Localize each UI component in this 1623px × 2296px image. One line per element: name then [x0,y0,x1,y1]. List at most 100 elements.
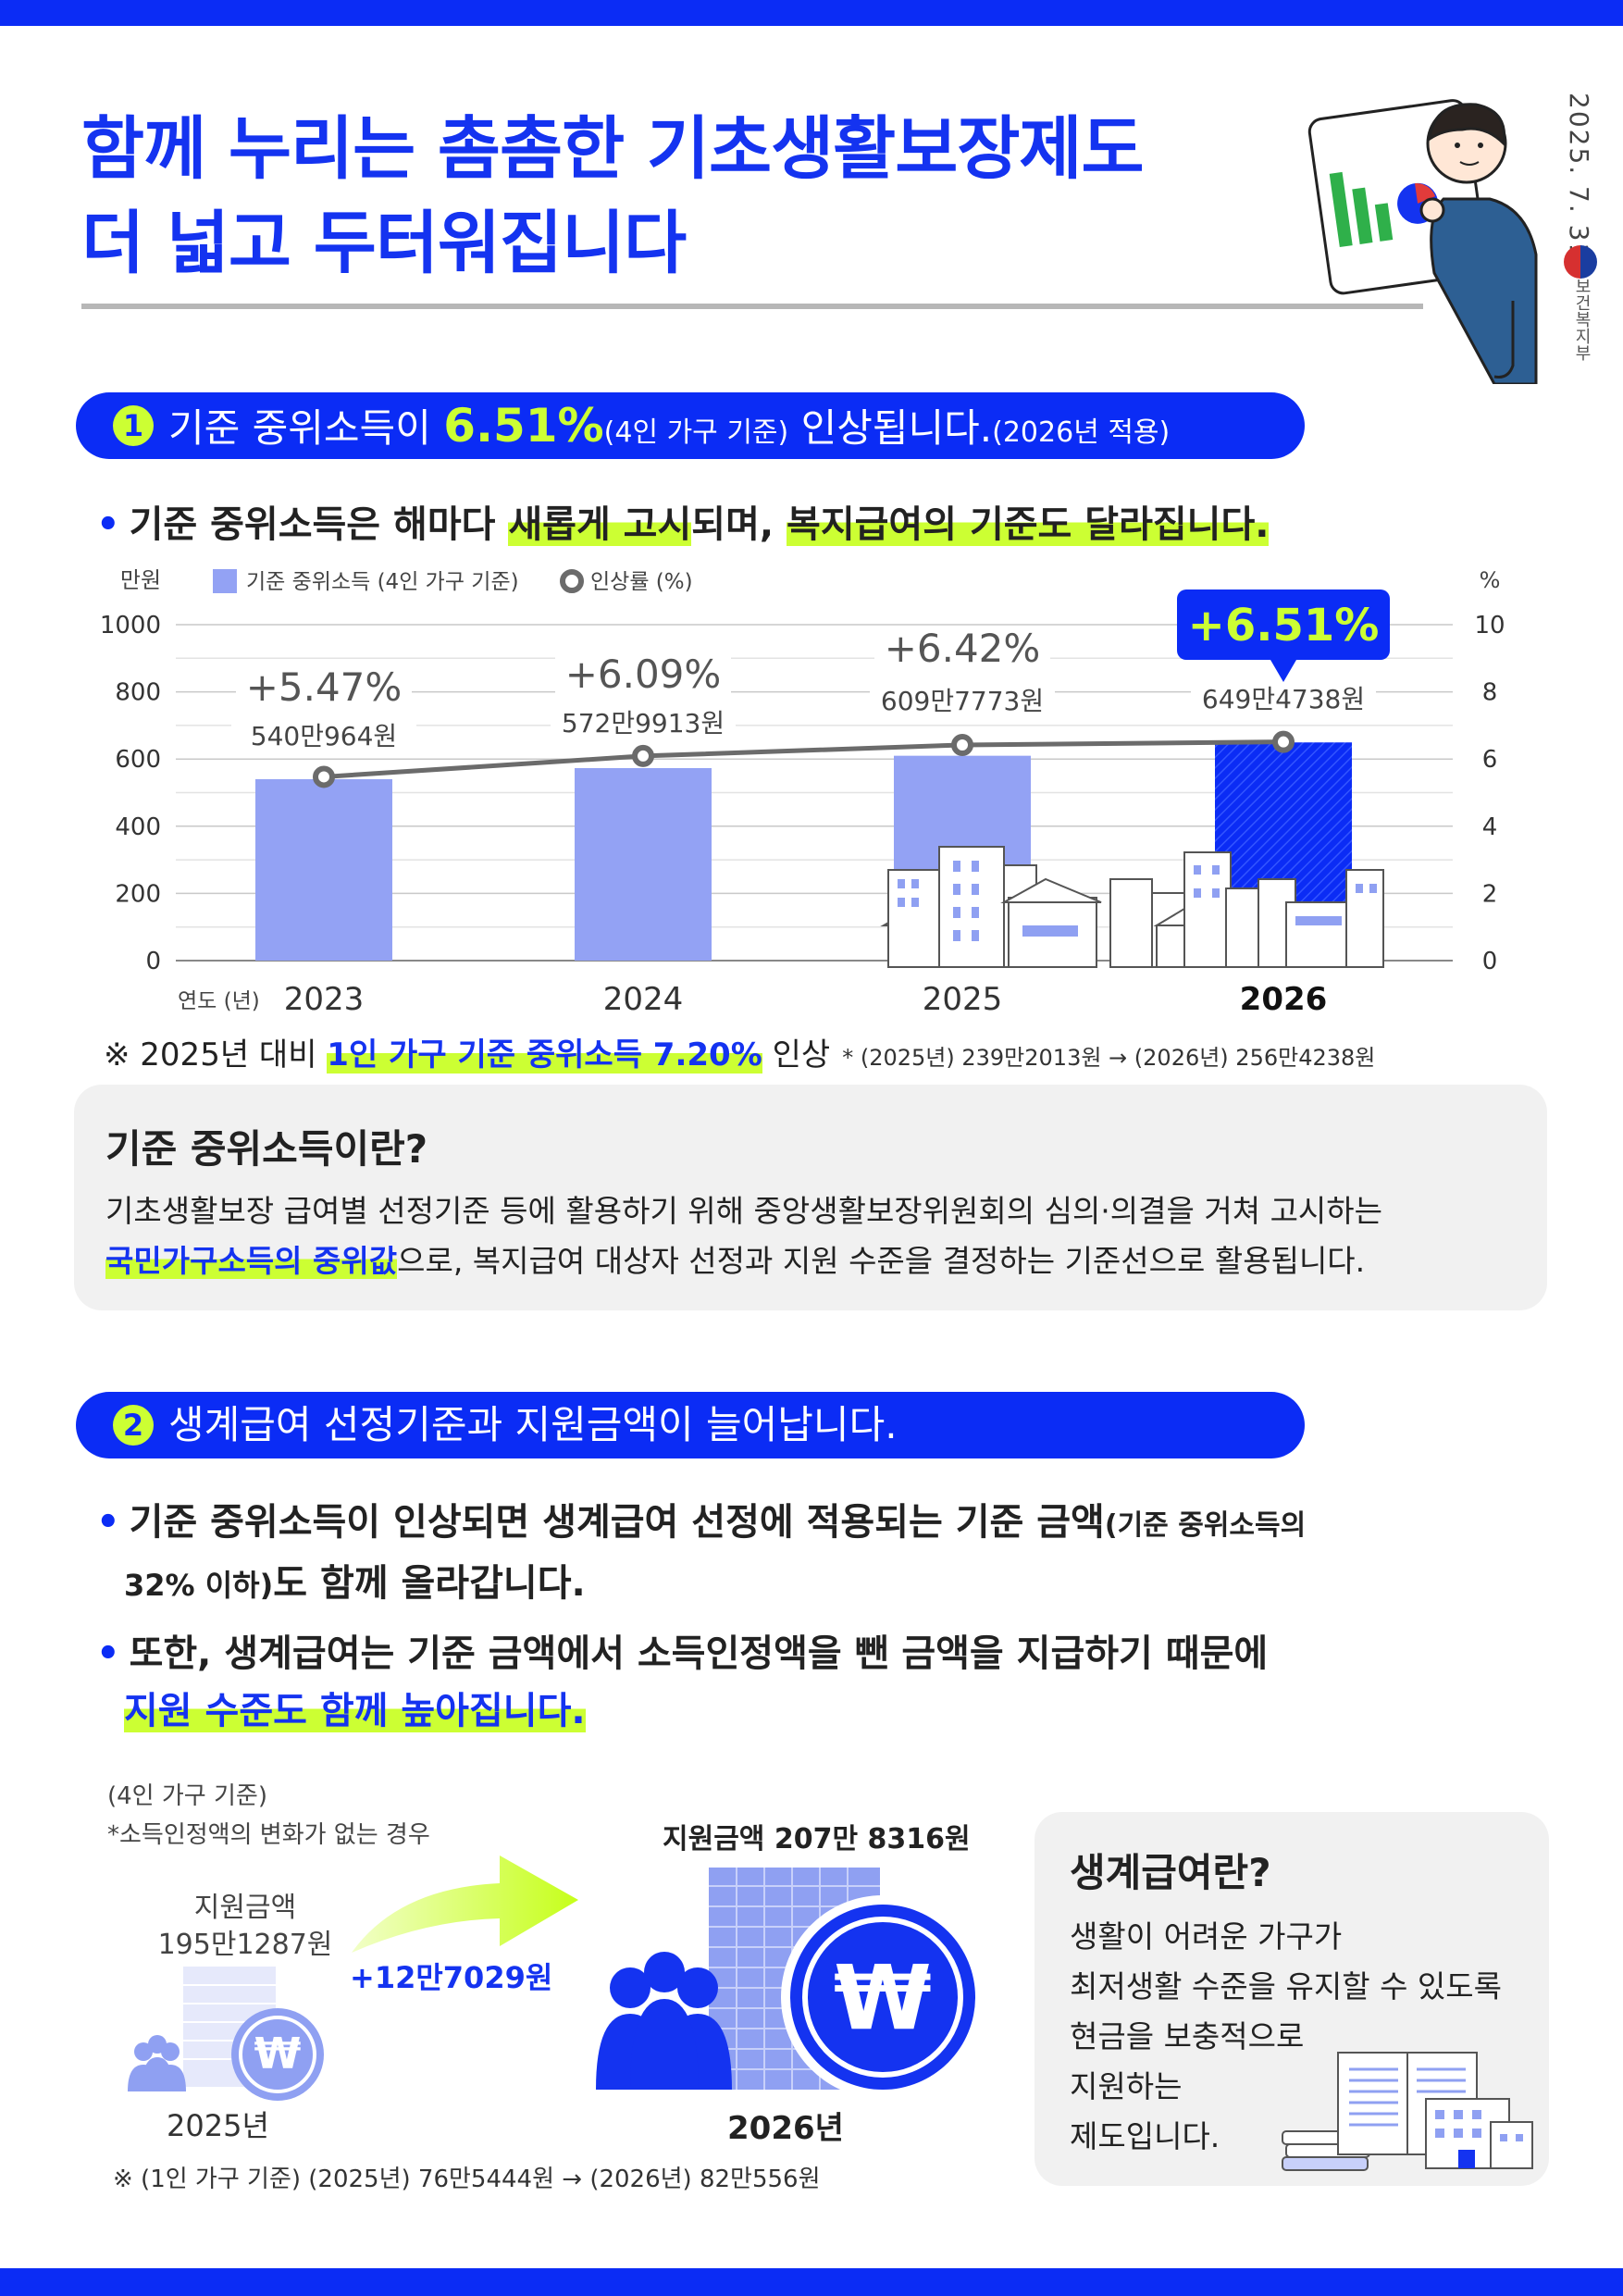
rate-line [313,730,1295,788]
sidebox-line-1: 생활이 어려운 가구가 [1070,1918,1343,1955]
document-building-icon [1282,2052,1533,2171]
section-1-bullet: • 기준 중위소득은 해마다 새롭게 고시되며, 복지급여의 기준도 달라집니다. [96,494,1270,548]
right-unit-label: % [1480,567,1501,593]
won-icon: ₩ [834,1946,932,2050]
section-1-title-a: 기준 중위소득이 [168,405,444,451]
note-1-highlight: 1인 가구 기준 중위소득 7.20% [327,1036,762,1074]
before-label: 지원금액 [193,1892,297,1924]
legend-line-marker [560,569,584,593]
value-label-bg [870,684,1055,719]
median-income-chart: 2023540만964원+5.47%2024572만9913원+6.09%202… [100,567,1505,1018]
section-1-title: 기준 중위소득이 6.51%(4인 가구 기준) 인상됩니다.(2026년 적용… [168,392,1170,466]
section-1-number: 1 [113,405,154,446]
bullet-dot-icon: • [96,1501,120,1544]
x-axis-label: 연도 (년) [178,989,260,1013]
definition-text: 기초생활보장 급여별 선정기준 등에 활용하기 위해 중앙생활보장위원회의 심의… [105,1186,1382,1286]
bullet-highlight-2: 복지급여의 기준도 달라집니다. [787,503,1270,546]
s2-bullet1-a: 기준 중위소득이 인상되면 생계급여 선정에 적용되는 기준 금액 [129,1501,1105,1544]
increase-arrow-icon [352,1855,578,1953]
s2-bullet1-small: (기준 중위소득의 [1104,1509,1307,1542]
title-divider [81,304,1423,309]
x-tick-label: 2023 [284,981,365,1018]
definition-title: 기준 중위소득이란? [105,1126,428,1172]
benefit-note-b: *소득인정액의 변화가 없는 경우 [107,1821,430,1849]
bullet-text-a: 기준 중위소득은 해마다 [129,503,509,546]
section-1-rate: 6.51% [443,399,604,453]
bullet-text-b: 되며, [691,503,787,546]
rate-badge-pointer [1270,660,1296,682]
sidebox-text: 생활이 어려운 가구가 최저생활 수준을 유지할 수 있도록 현금을 보충적으로… [1070,1912,1502,2162]
top-color-bar [0,0,1623,26]
x-tick-label: 2024 [603,981,684,1018]
rate-point [1272,730,1295,753]
bullet-highlight-1: 새롭게 고시 [508,503,692,546]
note-1-prefix: ※ 2025년 대비 [104,1036,328,1074]
increase-amount: +12만7029원 [350,1960,553,1995]
left-tick-label: 400 [115,813,161,841]
won-icon: ₩ [254,2029,302,2079]
sidebox-line-2: 최저생활 수준을 유지할 수 있도록 [1070,1968,1502,2004]
sidebox-title: 생계급여란? [1070,1850,1271,1895]
value-label: 649만4738원 [1202,684,1365,714]
rate-point [951,733,973,756]
right-tick-label: 2 [1482,880,1498,908]
section-1-title-b: (4인 가구 기준) [603,416,789,449]
section-1-title-c: 인상됩니다. [788,405,993,451]
left-tick-label: 800 [115,679,161,707]
value-label: 540만964원 [251,721,397,751]
title-line-1: 함께 누리는 촘촘한 기초생활보장제도 [81,109,1145,189]
after-year: 2026년 [727,2110,844,2147]
section-2-number: 2 [113,1405,154,1446]
note-1-detail: * (2025년) 239만2013원 → (2026년) 256만4238원 [842,1045,1376,1071]
benefit-footnote: ※ (1인 가구 기준) (2025년) 76만5444원 → (2026년) … [113,2166,821,2193]
rate-label: +6.51% [1188,600,1380,652]
section-1-title-d: (2026년 적용) [992,416,1171,449]
presenter-illustration [1307,99,1538,384]
chart-bar-2023 [255,778,392,961]
rate-point [632,744,654,767]
before-year: 2025년 [167,2108,269,2143]
value-label: 609만7773원 [881,686,1044,716]
rate-label-bg [555,652,731,697]
bullet-dot-icon: • [96,1632,120,1675]
section-2-header: 2 생계급여 선정기준과 지원금액이 늘어납니다. [76,1392,1305,1458]
definition-highlight: 국민가구소득의 중위값 [105,1243,398,1279]
note-1-suffix: 인상 [762,1036,831,1074]
ministry-name: 보건복지부 [1572,278,1592,361]
sidebox-line-4: 지원하는 [1070,2068,1183,2104]
legend-line-label: 인상률 (%) [590,570,693,594]
median-income-definition-box: 기준 중위소득이란? 기초생활보장 급여별 선정기준 등에 활용하기 위해 중앙… [74,1085,1547,1310]
after-amount: 지원금액 207만 8316원 [663,1823,971,1855]
chart-bar-2024 [575,768,712,961]
left-tick-label: 0 [145,948,161,975]
value-label-bg [551,706,736,741]
section-2-bullets: • 기준 중위소득이 인상되면 생계급여 선정에 적용되는 기준 금액(기준 중위… [96,1494,1512,1740]
s2-bullet1-c: 도 함께 올라갑니다. [273,1562,586,1605]
sidebox-line-5: 제도입니다. [1070,2118,1220,2154]
sidebox-line-3: 현금을 보충적으로 [1070,2018,1305,2054]
before-amount-label: 지원금액 195만1287원 [139,1890,352,1964]
note-1: ※ 2025년 대비 1인 가구 기준 중위소득 7.20% 인상 * (202… [104,1029,1375,1074]
left-tick-label: 600 [115,746,161,774]
publish-date: 2025. 7. 31. [1564,93,1594,272]
rate-label: +5.47% [246,664,403,710]
bullet-dot-icon: • [96,503,120,546]
right-tick-label: 8 [1482,679,1498,707]
x-tick-label: 2025 [923,981,1003,1018]
chart-bars [255,742,1352,961]
rate-badge [1177,590,1390,660]
left-unit-label: 만원 [120,567,161,593]
right-tick-label: 4 [1482,813,1498,841]
left-tick-label: 1000 [100,612,161,639]
before-illustration: ₩ [128,1967,324,2101]
right-tick-label: 10 [1474,612,1505,639]
definition-line-2: 으로, 복지급여 대상자 선정과 지원 수준을 결정하는 기준선으로 활용됩니다… [397,1243,1366,1279]
definition-line-1: 기초생활보장 급여별 선정기준 등에 활용하기 위해 중앙생활보장위원회의 심의… [105,1193,1383,1229]
s2-bullet2-a: 또한, 생계급여는 기준 금액에서 소득인정액을 뺀 금액을 지급하기 때문에 [129,1632,1269,1675]
x-tick-label: 2026 [1240,981,1328,1018]
legend-bar-swatch [213,569,237,593]
value-label: 572만9913원 [562,708,725,738]
before-amount: 195만1287원 [157,1929,333,1961]
livelihood-benefit-box: 생계급여란? 생활이 어려운 가구가 최저생활 수준을 유지할 수 있도록 현금… [1035,1812,1549,2186]
rate-label: +6.09% [565,652,722,697]
